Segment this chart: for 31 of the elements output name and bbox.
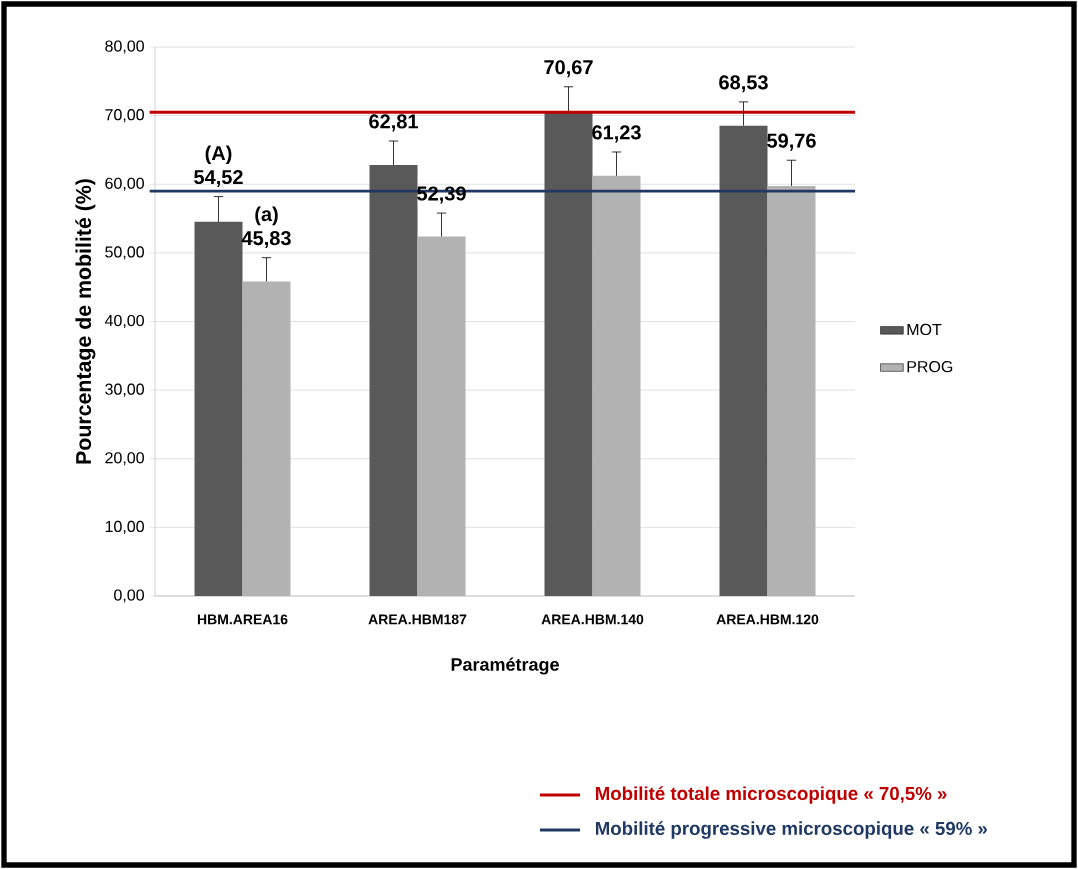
bar: [544, 111, 593, 596]
x-tick-label: AREA.HBM.120: [716, 614, 819, 625]
annotation: (a): [255, 206, 278, 226]
x-tick-label: HBM.AREA16: [197, 614, 288, 625]
data-label: 68,53: [719, 75, 768, 93]
legend-label: MOT: [907, 323, 942, 336]
data-label: 62,81: [369, 114, 418, 132]
y-tick-label: 0,00: [114, 589, 144, 603]
y-axis-title: Pourcentage de mobilité (%): [75, 179, 96, 464]
y-tick-label: 20,00: [105, 452, 144, 466]
x-tick-label: AREA.HBM187: [368, 614, 467, 625]
y-tick-label: 70,00: [105, 109, 144, 123]
x-tick-label: AREA.HBM.140: [541, 614, 644, 625]
y-tick-label: 10,00: [105, 520, 144, 534]
legend-label: Mobilité progressive microscopique « 59% »: [595, 821, 988, 839]
data-label: 54,52: [194, 169, 243, 188]
data-label: 61,23: [592, 125, 641, 143]
y-tick-label: 60,00: [105, 177, 144, 191]
data-label: 70,67: [544, 60, 593, 78]
legend-label: Mobilité totale microscopique « 70,5% »: [595, 786, 947, 804]
y-tick-label: 30,00: [105, 383, 144, 397]
x-axis-title: Paramétrage: [451, 657, 559, 675]
annotation: (A): [205, 145, 232, 165]
bar: [369, 164, 418, 596]
data-label: 59,76: [767, 133, 816, 151]
y-tick-label: 50,00: [105, 246, 144, 260]
bar: [719, 125, 768, 596]
legend-label: PROG: [907, 360, 953, 373]
bar: [194, 221, 243, 596]
y-tick-label: 40,00: [104, 314, 144, 329]
y-tick-label: 80,00: [105, 40, 144, 54]
